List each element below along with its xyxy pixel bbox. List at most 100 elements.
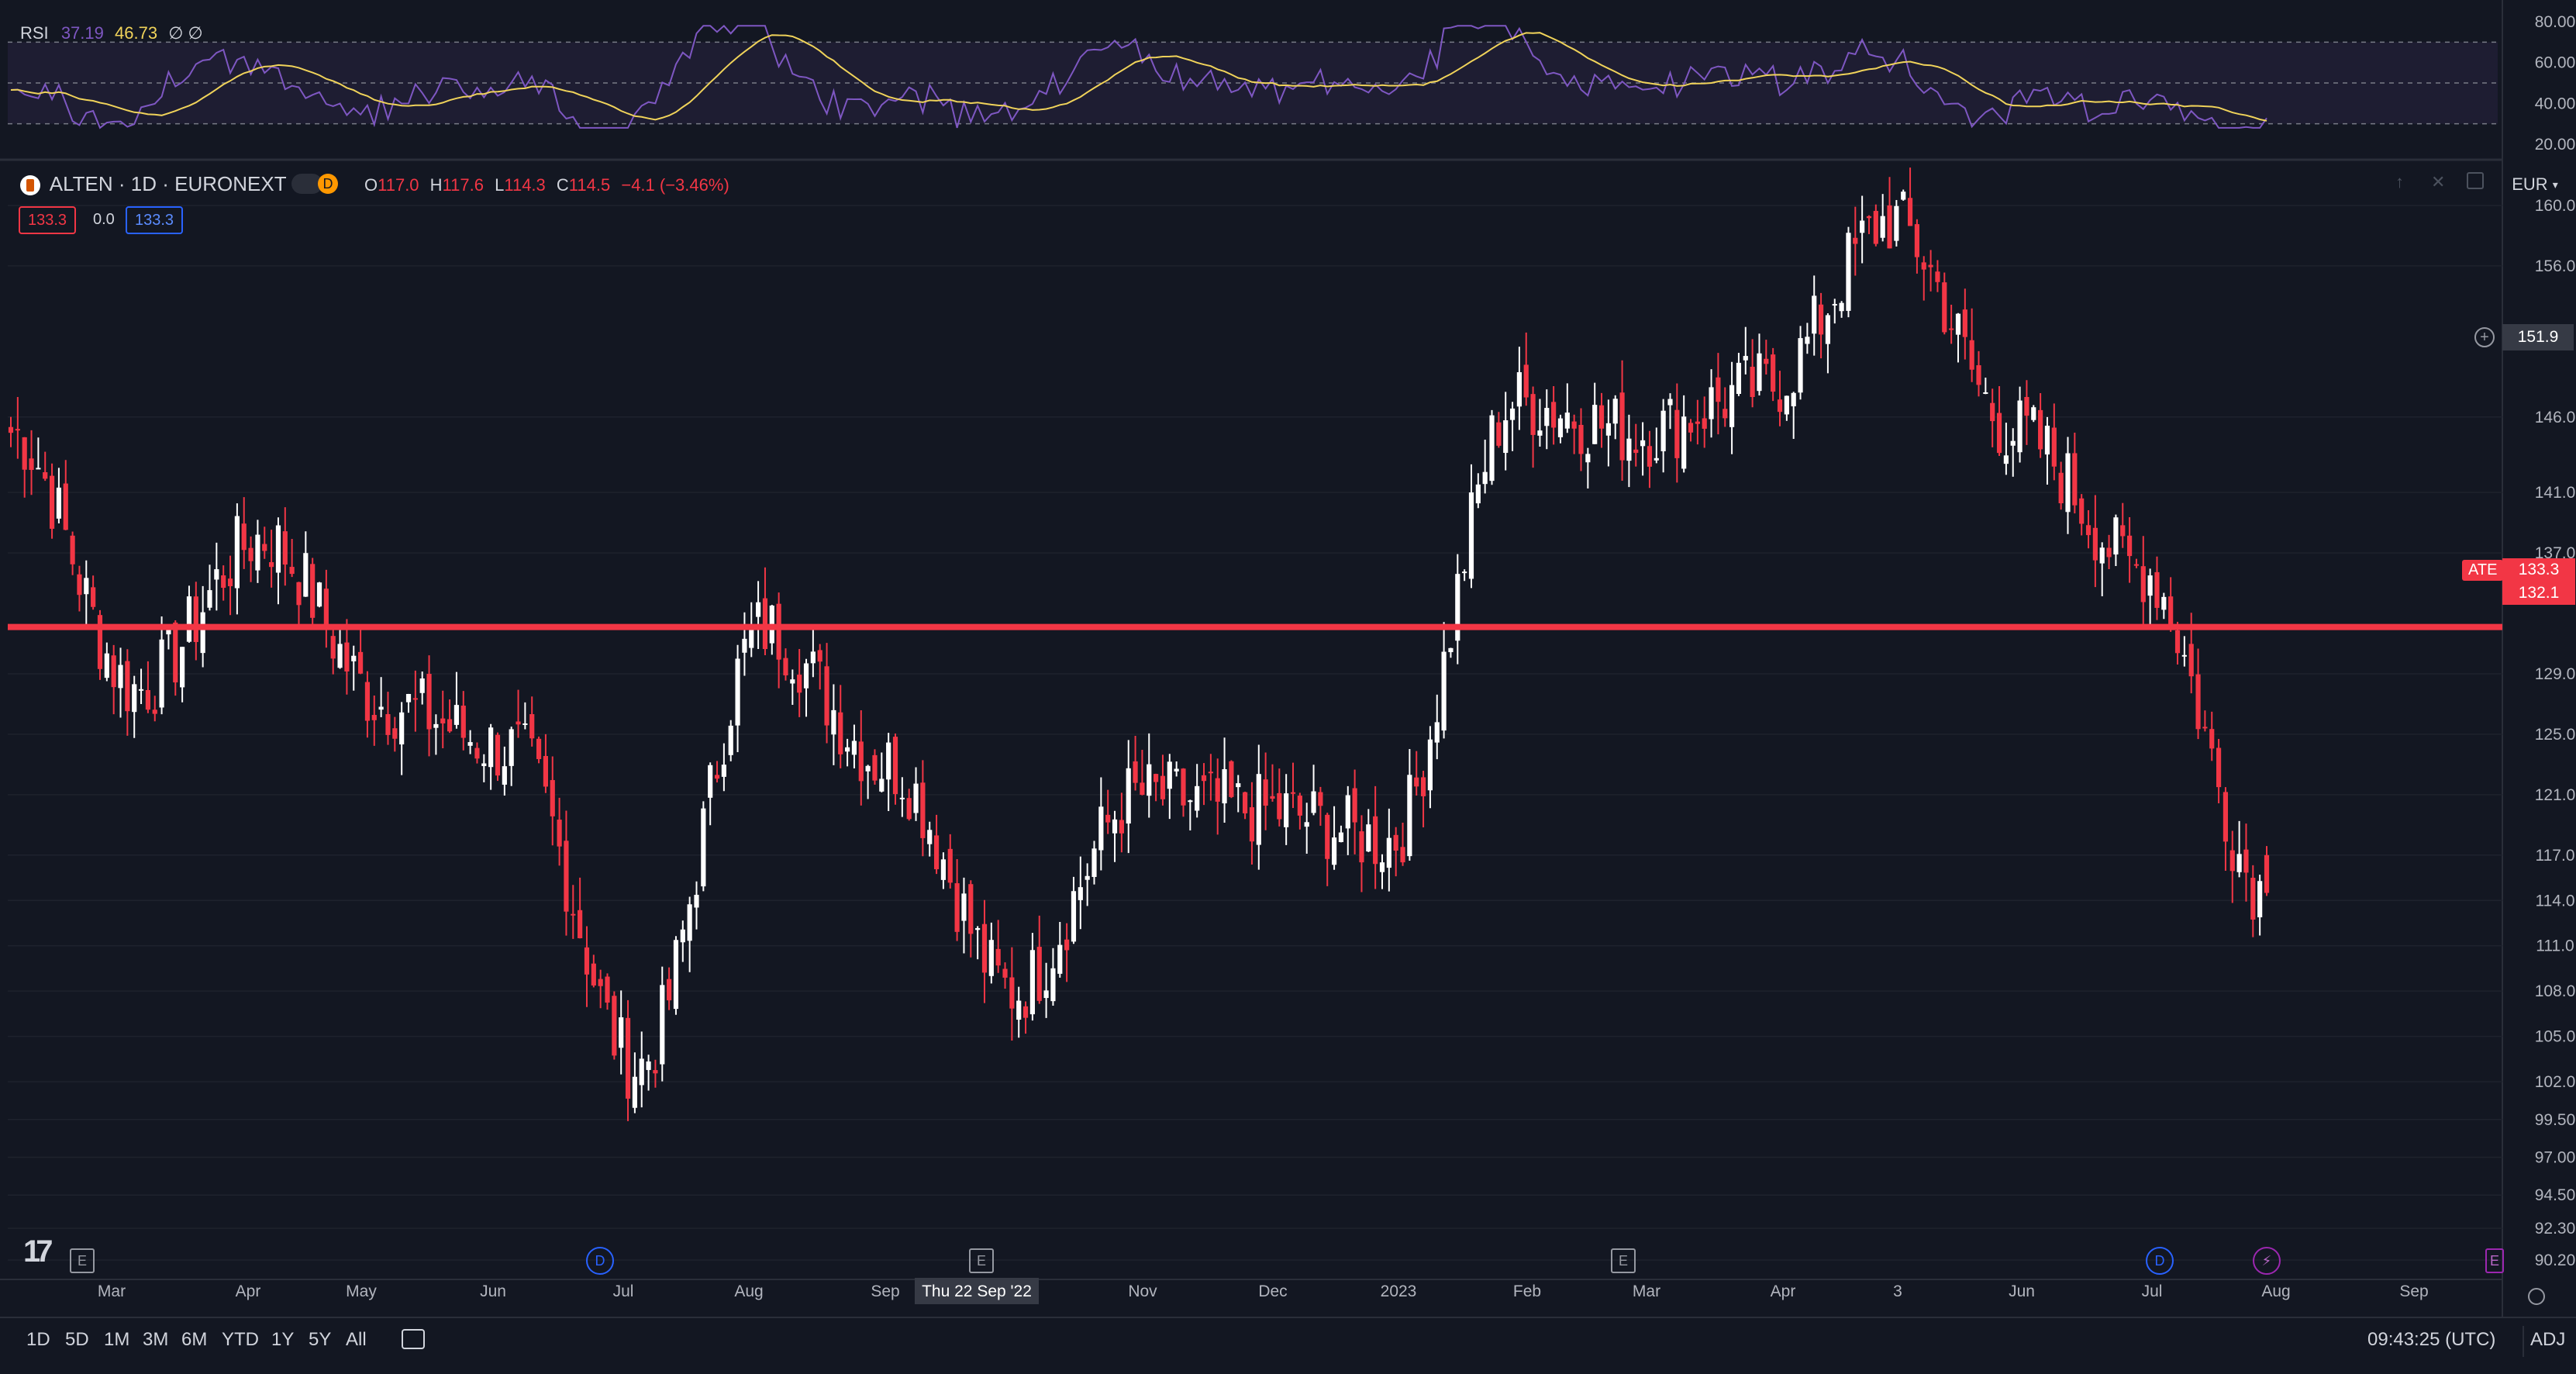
candle-body: [1243, 792, 1248, 813]
range-all-button[interactable]: All: [346, 1329, 367, 1350]
earnings-marker-icon[interactable]: E: [969, 1248, 994, 1273]
range-1d-button[interactable]: 1D: [26, 1329, 50, 1350]
high-value: 117.6: [442, 175, 484, 195]
candle-body: [879, 778, 885, 792]
candle-body: [653, 1070, 658, 1074]
candle-down: [1853, 206, 1858, 276]
dividend-marker-icon[interactable]: D: [2146, 1247, 2174, 1275]
candle-body: [522, 723, 528, 725]
divider: [2523, 1326, 2524, 1357]
visibility-toggle-icon[interactable]: [291, 174, 322, 194]
symbol-title[interactable]: ALTEN · 1D · EURONEXT: [49, 172, 287, 195]
candle-down: [1352, 769, 1357, 854]
candle-up: [1983, 378, 1988, 395]
dividend-marker-icon[interactable]: D: [586, 1247, 614, 1275]
currency-select[interactable]: EUR ▾: [2504, 169, 2566, 200]
earnings-marker-icon[interactable]: E: [2485, 1248, 2504, 1273]
candle-down: [1990, 388, 1995, 447]
earnings-marker-icon[interactable]: E: [70, 1248, 95, 1273]
price-tick-label: 141.0: [2535, 484, 2576, 502]
low-label: L: [495, 175, 505, 195]
candle-down: [91, 575, 96, 610]
candle-body: [1434, 722, 1440, 743]
candle-down: [227, 555, 233, 616]
adjust-button[interactable]: ADJ: [2530, 1329, 2566, 1350]
candle-up: [1050, 948, 1056, 1006]
time-axis-label: Jun: [2009, 1283, 2035, 1300]
candle-up: [56, 468, 62, 523]
candle-body: [152, 709, 157, 714]
candle-up: [728, 720, 733, 761]
candle-up: [673, 936, 679, 1015]
data-status-badge-label: D: [322, 175, 333, 192]
rsi-label: RSI: [20, 23, 49, 43]
candle-down: [2223, 787, 2229, 872]
clock-display[interactable]: 09:43:25 (UTC): [2367, 1329, 2496, 1350]
range-5y-button[interactable]: 5Y: [309, 1329, 332, 1350]
candle-body: [1181, 768, 1186, 806]
price-tick-label: 146.0: [2535, 409, 2576, 426]
candle-up: [1386, 808, 1391, 892]
candle-down: [817, 644, 822, 690]
rsi-value-2: 46.73: [115, 23, 158, 43]
candle-body: [488, 727, 494, 768]
candle-up: [721, 743, 726, 792]
range-ytd-button[interactable]: YTD: [222, 1329, 259, 1350]
candle-body: [1468, 492, 1474, 579]
candle-body: [1598, 405, 1605, 429]
symbol-header[interactable]: ALTEN · 1D · EURONEXT: [20, 172, 287, 196]
time-axis-label: Mar: [1633, 1283, 1660, 1300]
candle-body: [104, 653, 109, 678]
range-1m-button[interactable]: 1M: [104, 1329, 130, 1350]
candle-body: [2038, 409, 2043, 450]
candle-body: [646, 1061, 651, 1070]
candle-body: [118, 665, 123, 689]
candle-body: [584, 947, 590, 975]
collapse-pane-icon[interactable]: ✕: [2431, 172, 2446, 192]
candle-down: [1181, 768, 1186, 817]
earnings-marker-icon[interactable]: E: [1611, 1248, 1636, 1273]
candle-up: [1805, 323, 1810, 354]
candle-body: [1112, 819, 1118, 834]
symbol-tag: ATE: [2462, 560, 2504, 581]
move-pane-up-icon[interactable]: ↑: [2395, 172, 2404, 192]
candle-down: [2168, 577, 2174, 632]
candle-body: [1619, 392, 1625, 461]
split-marker-icon[interactable]: ⚡: [2253, 1247, 2281, 1275]
candle-body: [351, 655, 357, 661]
candle-down: [612, 991, 617, 1060]
candle-body: [316, 582, 322, 607]
maximize-pane-icon[interactable]: [2467, 172, 2484, 189]
candle-up: [1071, 876, 1077, 944]
candle-up: [1592, 382, 1598, 444]
candle-down: [22, 437, 27, 498]
candle-body: [564, 841, 569, 912]
sell-button[interactable]: 133.3: [19, 206, 77, 234]
candle-body: [756, 602, 761, 617]
go-to-date-icon[interactable]: [402, 1329, 425, 1349]
candle-down: [1949, 304, 1954, 344]
candle-down: [1201, 763, 1207, 806]
tradingview-logo-icon[interactable]: 17: [23, 1234, 53, 1269]
candle-down: [1359, 815, 1364, 892]
range-3m-button[interactable]: 3M: [143, 1329, 169, 1350]
price-axis: 160.0 156.0 146.0 141.0 137.0 129.0 125.0 121.0…: [8, 197, 2575, 1269]
candle-down: [193, 582, 198, 661]
candle-down: [371, 696, 377, 746]
candle-body: [1201, 775, 1207, 782]
candle-body: [84, 578, 89, 595]
candle-down: [43, 451, 48, 482]
time-axis-label: Apr: [236, 1283, 261, 1300]
candle-body: [776, 603, 781, 660]
range-5d-button[interactable]: 5D: [65, 1329, 89, 1350]
candle-up: [378, 677, 384, 717]
candle-down: [323, 569, 329, 648]
range-1y-button[interactable]: 1Y: [271, 1329, 295, 1350]
candle-up: [680, 920, 685, 962]
add-alert-icon[interactable]: +: [2474, 327, 2495, 347]
event-label: E: [1618, 1252, 1628, 1269]
buy-button[interactable]: 133.3: [126, 206, 184, 234]
range-6m-button[interactable]: 6M: [181, 1329, 208, 1350]
candle-up: [1427, 726, 1433, 809]
